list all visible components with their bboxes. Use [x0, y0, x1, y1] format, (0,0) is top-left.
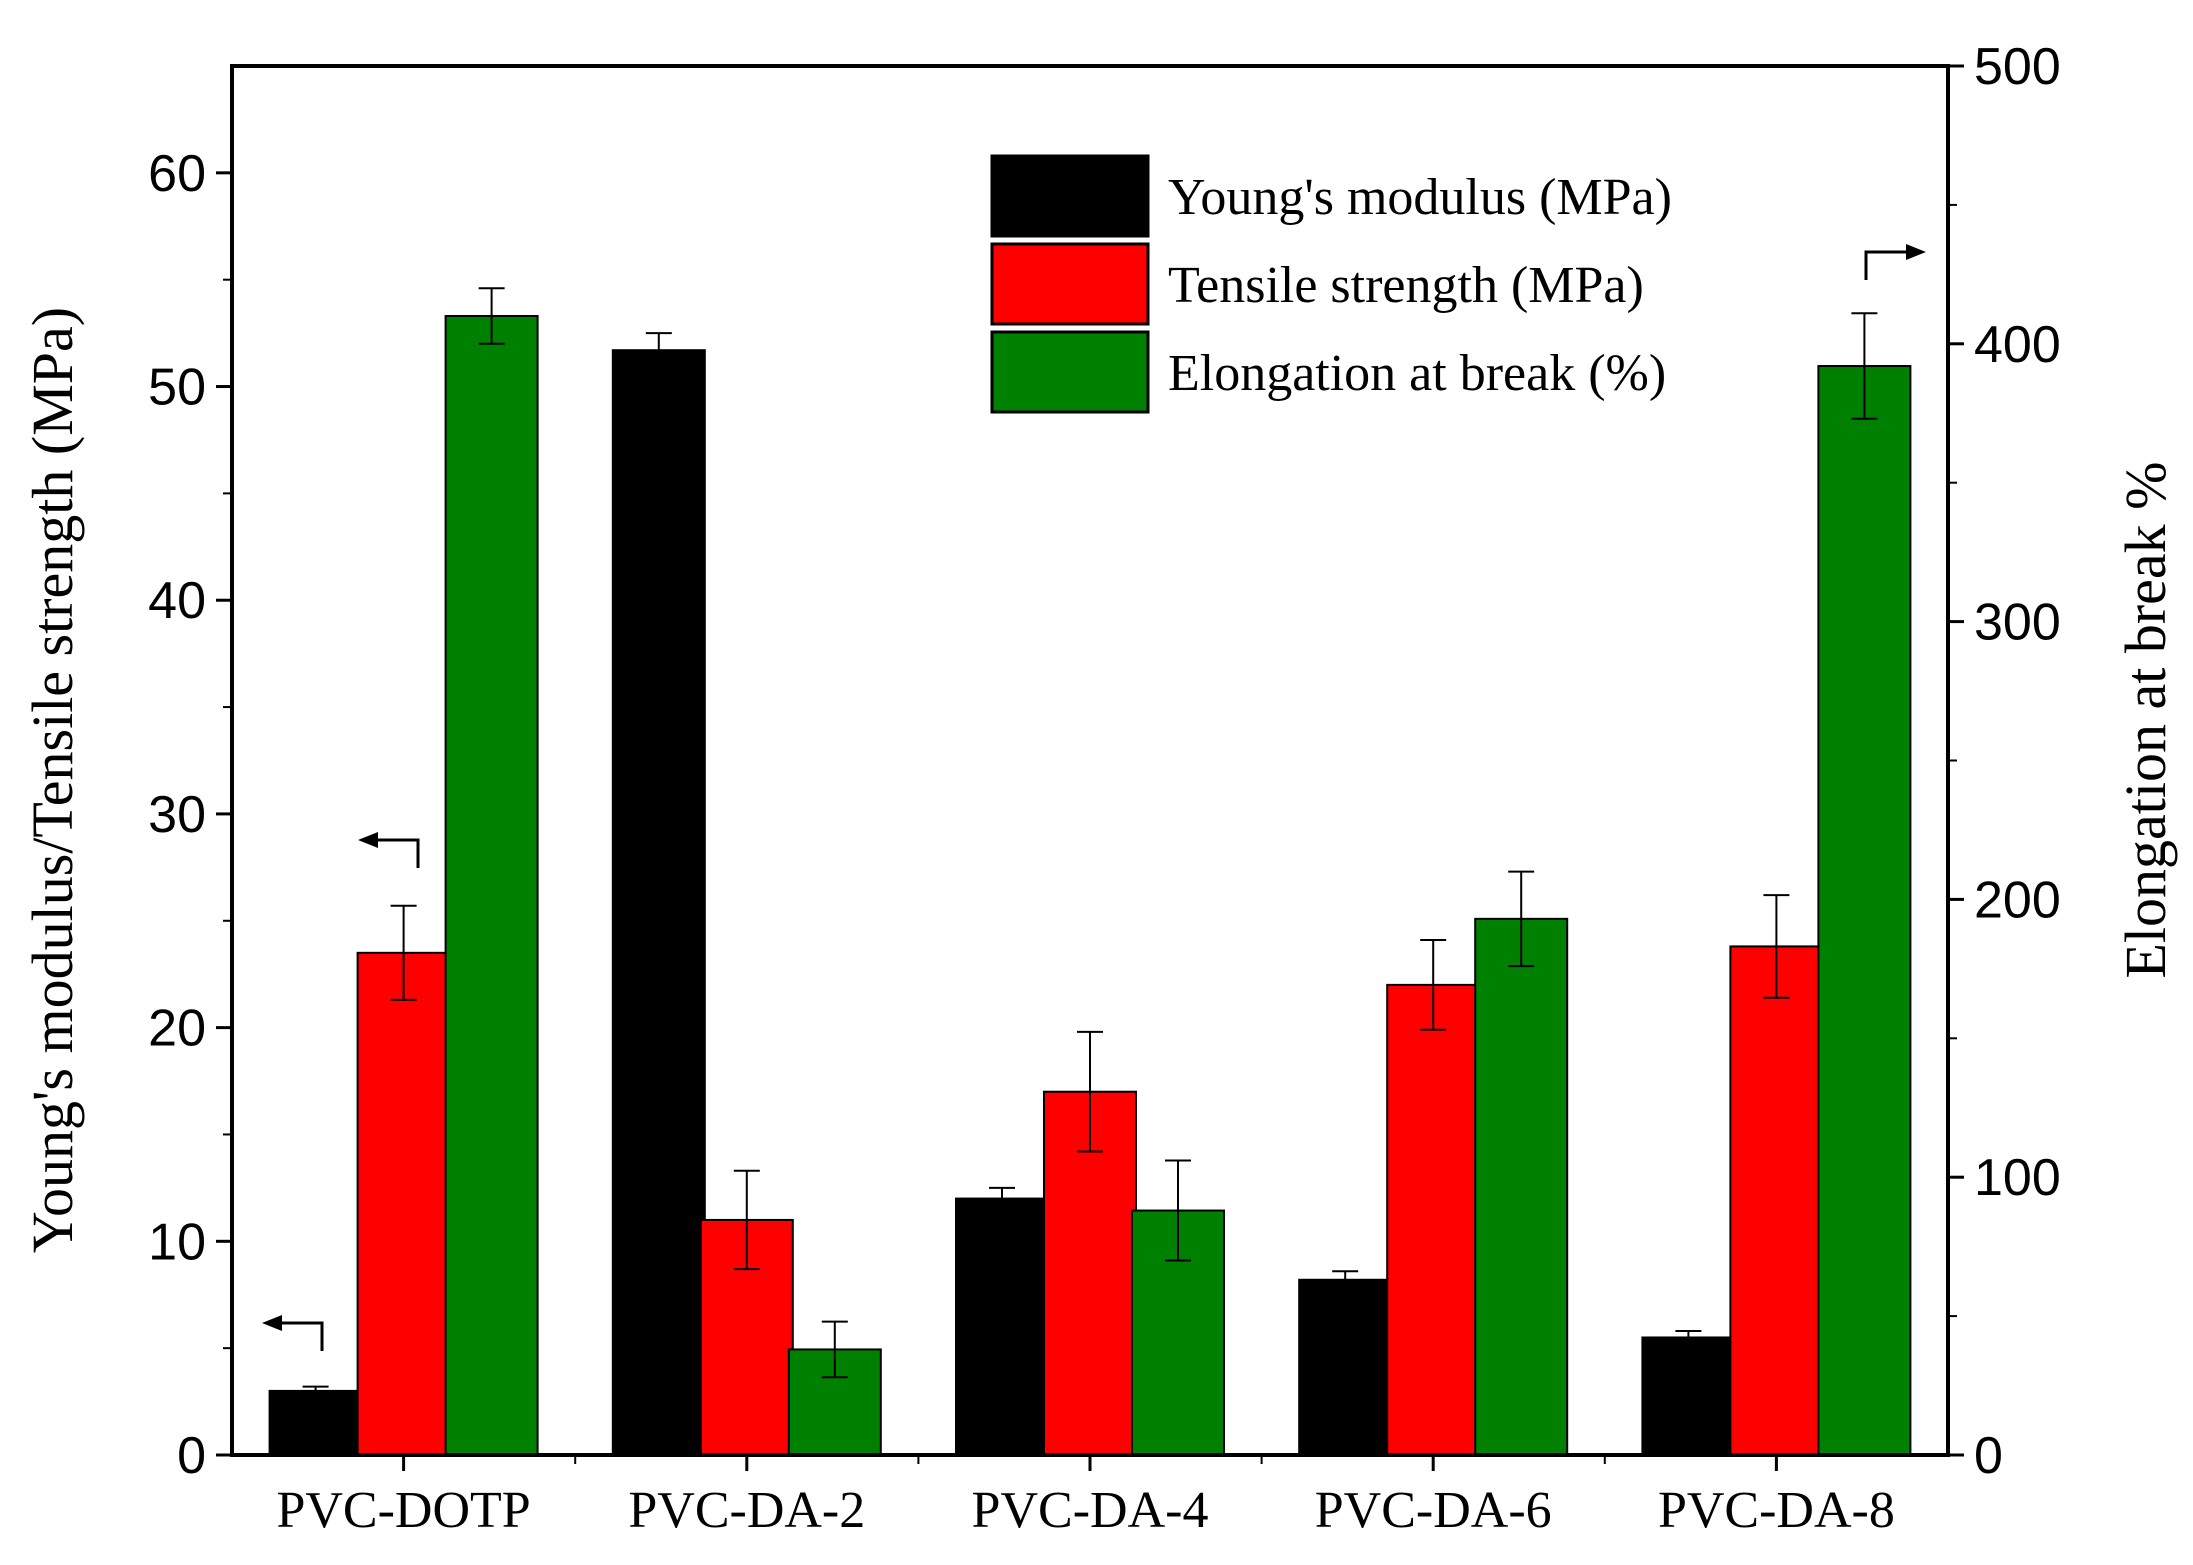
left-tick-label: 20 [148, 1000, 206, 1058]
bars-layer [268, 315, 1912, 1457]
category-label: PVC-DA-8 [1658, 1482, 1895, 1539]
category-label: PVC-DOTP [276, 1482, 530, 1539]
x-axis-ticks: PVC-DOTP PVC-DA-2 PVC-DA-4 PVC-DA-6 PVC-DA-8 [276, 1455, 1895, 1539]
left-tick-label: 50 [148, 359, 206, 417]
bar-4-0 [1641, 1336, 1736, 1457]
bar-4-1 [1729, 945, 1824, 1456]
bar-0-0 [268, 1389, 363, 1457]
error-bars-layer [302, 287, 1878, 1397]
legend-swatch-0 [990, 154, 1150, 238]
legend-swatch-2 [990, 330, 1150, 414]
bar-3-1 [1386, 983, 1481, 1457]
error-bar-0-0 [302, 1385, 329, 1397]
error-bar-1-0 [645, 332, 672, 369]
left-tick-label: 30 [148, 786, 206, 844]
bar-3-2 [1474, 917, 1569, 1456]
left-tick-label: 0 [177, 1427, 206, 1485]
error-bar-4-1 [1763, 894, 1790, 999]
category-label: PVC-DA-4 [972, 1482, 1209, 1539]
error-bar-1-2 [821, 1320, 848, 1379]
left-tick-label: 60 [148, 145, 206, 203]
bar-0-2 [444, 315, 539, 1456]
left-tick-label: 40 [148, 572, 206, 630]
error-bar-0-2 [478, 287, 505, 345]
legend-label-0: Young's modulus (MPa) [1168, 169, 1672, 226]
left-axis-title: Young's modulus/Tensile strength (MPa) [20, 307, 85, 1253]
error-bar-3-2 [1508, 870, 1535, 968]
right-tick-label: 0 [1974, 1427, 2003, 1485]
bar-0-1 [356, 951, 451, 1456]
right-tick-label: 100 [1974, 1149, 2061, 1207]
category-label: PVC-DA-2 [628, 1482, 865, 1539]
error-bar-4-2 [1851, 312, 1878, 420]
legend-label-1: Tensile strength (MPa) [1168, 257, 1644, 314]
bar-2-0 [955, 1197, 1049, 1456]
right-tick-label: 500 [1974, 38, 2061, 96]
error-bar-4-0 [1675, 1330, 1702, 1345]
legend-swatch-1 [990, 242, 1150, 326]
bar-1-0 [611, 349, 706, 1456]
right-tick-label: 200 [1974, 871, 2061, 929]
right-axis-ticks: 0 100 200 300 400 500 [1948, 38, 2061, 1485]
error-bar-1-1 [733, 1169, 760, 1271]
axis-indicator-arrows [262, 244, 1926, 1351]
right-tick-label: 400 [1974, 316, 2061, 374]
left-tick-label: 10 [148, 1213, 206, 1271]
category-label: PVC-DA-6 [1315, 1482, 1552, 1539]
error-bar-2-0 [989, 1186, 1015, 1211]
error-bar-3-1 [1420, 939, 1447, 1031]
right-axis-arrow-elongation [1864, 244, 1926, 280]
left-axis-arrow-tensile [358, 832, 420, 868]
left-axis-arrow-modulus [262, 1315, 324, 1351]
legend: Young's modulus (MPa) Tensile strength (M… [990, 154, 1672, 414]
right-tick-label: 300 [1974, 594, 2061, 652]
bar-4-2 [1817, 365, 1912, 1456]
right-axis-title: Elongation at break % [2113, 462, 2178, 979]
error-bar-2-1 [1077, 1030, 1103, 1153]
error-bar-3-0 [1332, 1270, 1359, 1290]
bar-3-0 [1298, 1278, 1393, 1457]
error-bar-0-1 [390, 904, 417, 1001]
left-axis-ticks: 0 10 20 30 40 50 60 [148, 145, 232, 1485]
legend-label-2: Elongation at break (%) [1168, 345, 1666, 402]
error-bar-2-2 [1165, 1159, 1191, 1262]
